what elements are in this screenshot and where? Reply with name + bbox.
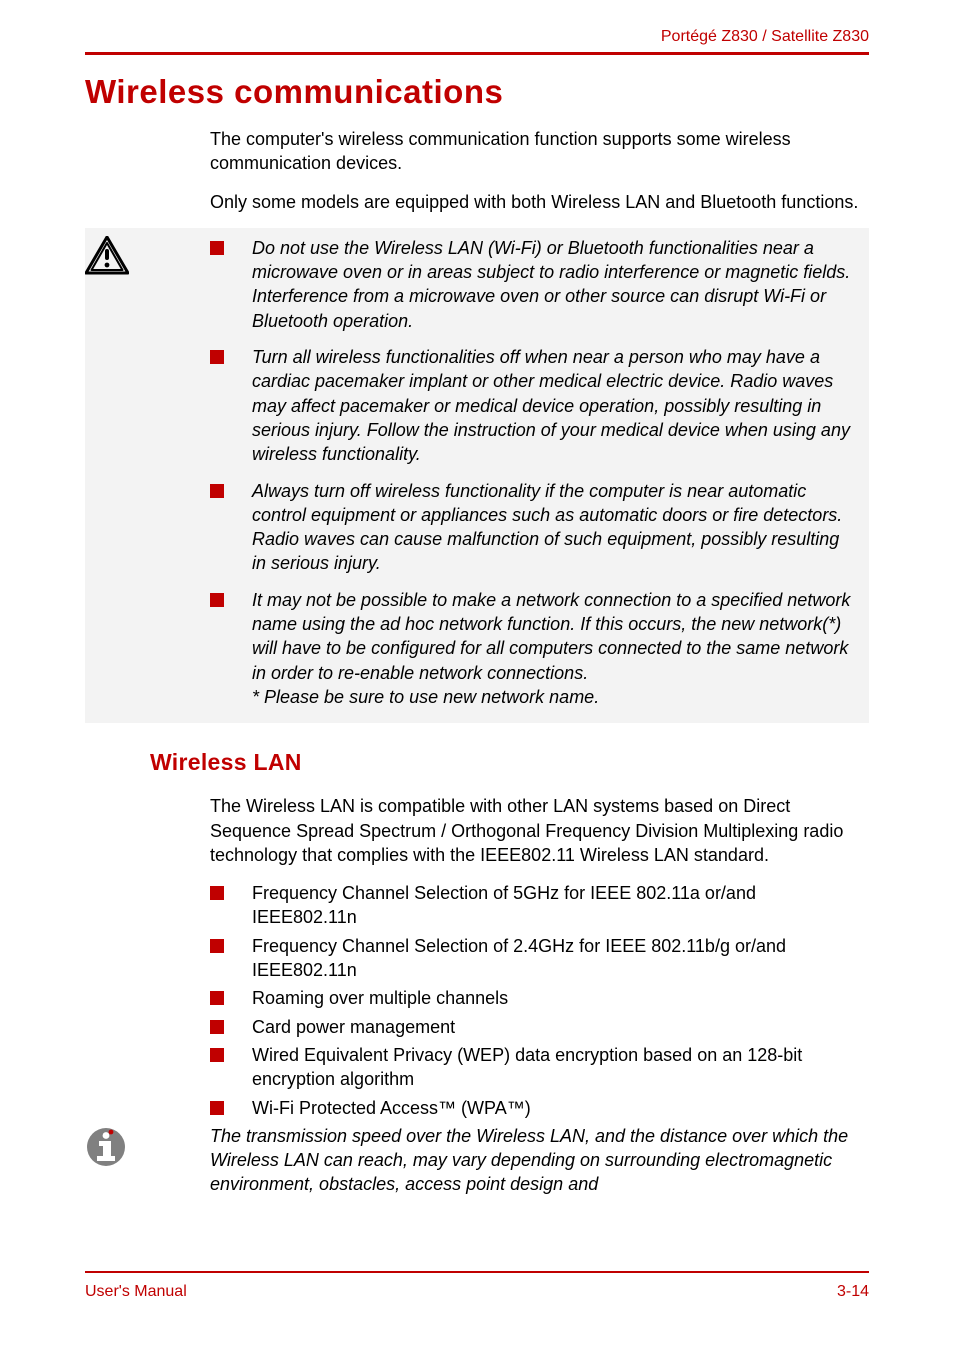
header-product-line: Portégé Z830 / Satellite Z830 — [85, 28, 869, 46]
list-item: Do not use the Wireless LAN (Wi-Fi) or B… — [210, 236, 853, 333]
bullet-icon — [210, 241, 224, 255]
feature-text: Frequency Channel Selection of 2.4GHz fo… — [252, 934, 859, 983]
wlan-block: The Wireless LAN is compatible with othe… — [210, 794, 859, 1120]
subsection-title: Wireless LAN — [150, 749, 869, 776]
section-title: Wireless communications — [85, 73, 869, 111]
warning-text: It may not be possible to make a network… — [252, 588, 853, 709]
feature-text: Frequency Channel Selection of 5GHz for … — [252, 881, 859, 930]
warning-icon — [85, 228, 145, 276]
warning-list: Do not use the Wireless LAN (Wi-Fi) or B… — [210, 236, 853, 709]
page-footer: User's Manual 3-14 — [85, 1271, 869, 1301]
intro-paragraph: Only some models are equipped with both … — [210, 190, 859, 214]
info-note-text: The transmission speed over the Wireless… — [210, 1124, 869, 1197]
intro-block: The computer's wireless communication fu… — [210, 127, 859, 214]
bullet-icon — [210, 1020, 224, 1034]
wlan-intro: The Wireless LAN is compatible with othe… — [210, 794, 859, 867]
list-item: Wired Equivalent Privacy (WEP) data encr… — [210, 1043, 859, 1092]
list-item: It may not be possible to make a network… — [210, 588, 853, 709]
list-item: Card power management — [210, 1015, 859, 1039]
feature-text: Roaming over multiple channels — [252, 986, 859, 1010]
info-note: The transmission speed over the Wireless… — [85, 1124, 869, 1197]
list-item: Wi-Fi Protected Access™ (WPA™) — [210, 1096, 859, 1120]
feature-list: Frequency Channel Selection of 5GHz for … — [210, 881, 859, 1120]
feature-text: Wired Equivalent Privacy (WEP) data encr… — [252, 1043, 859, 1092]
bullet-icon — [210, 484, 224, 498]
bullet-icon — [210, 991, 224, 1005]
list-item: Roaming over multiple channels — [210, 986, 859, 1010]
footer-left: User's Manual — [85, 1283, 187, 1301]
list-item: Turn all wireless functionalities off wh… — [210, 345, 853, 466]
bullet-icon — [210, 350, 224, 364]
bullet-icon — [210, 939, 224, 953]
list-item: Frequency Channel Selection of 5GHz for … — [210, 881, 859, 930]
list-item: Always turn off wireless functionality i… — [210, 479, 853, 576]
warning-text: Do not use the Wireless LAN (Wi-Fi) or B… — [252, 236, 853, 333]
bullet-icon — [210, 1048, 224, 1062]
bullet-icon — [210, 1101, 224, 1115]
bullet-icon — [210, 886, 224, 900]
footer-rule — [85, 1271, 869, 1273]
info-icon — [85, 1124, 145, 1168]
feature-text: Card power management — [252, 1015, 859, 1039]
feature-text: Wi-Fi Protected Access™ (WPA™) — [252, 1096, 859, 1120]
list-item: Frequency Channel Selection of 2.4GHz fo… — [210, 934, 859, 983]
warning-text: Always turn off wireless functionality i… — [252, 479, 853, 576]
header-rule — [85, 52, 869, 55]
footer-right: 3-14 — [837, 1283, 869, 1301]
warning-text: Turn all wireless functionalities off wh… — [252, 345, 853, 466]
bullet-icon — [210, 593, 224, 607]
intro-paragraph: The computer's wireless communication fu… — [210, 127, 859, 176]
warning-callout: Do not use the Wireless LAN (Wi-Fi) or B… — [85, 228, 869, 723]
